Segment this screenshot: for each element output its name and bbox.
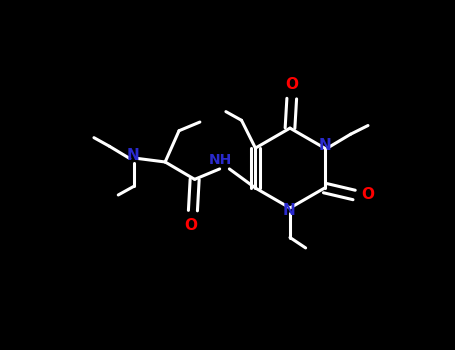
Text: N: N	[282, 203, 295, 218]
Text: NH: NH	[209, 153, 233, 167]
Text: O: O	[285, 77, 298, 92]
Text: O: O	[361, 188, 374, 202]
Text: N: N	[126, 148, 139, 162]
Text: N: N	[318, 138, 331, 153]
Text: O: O	[185, 218, 197, 233]
